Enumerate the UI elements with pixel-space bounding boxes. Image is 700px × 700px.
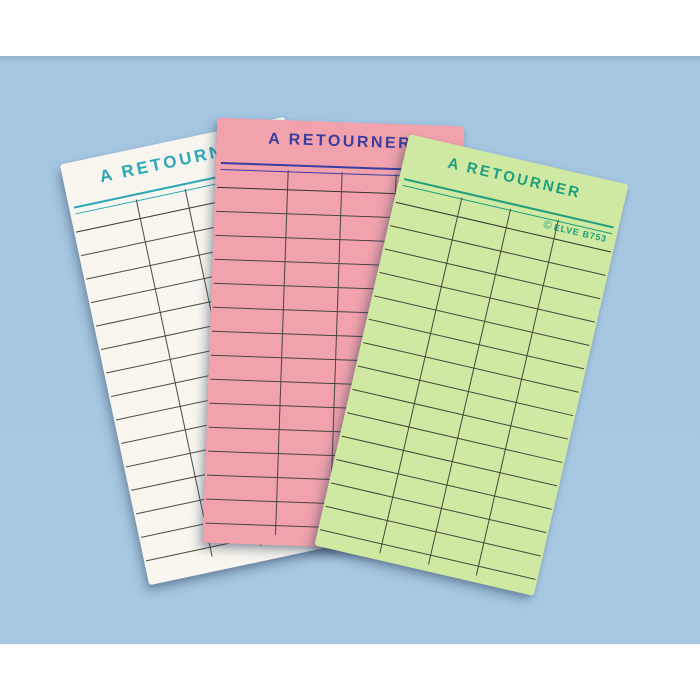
grid-row-line: [330, 482, 547, 534]
grid-row-line: [352, 388, 568, 440]
grid-row-line: [325, 505, 541, 557]
grid-row-line: [379, 271, 595, 323]
grid-row-line: [390, 225, 606, 276]
product-photo: A RETOURNER A RETOURNER A RETOURNER © EL…: [0, 56, 700, 644]
grid-row-line: [336, 459, 552, 510]
grid-row-line: [368, 318, 585, 370]
grid-row-line: [319, 529, 536, 580]
grid-row-line: [384, 248, 601, 300]
letterbox-bottom: [0, 644, 700, 700]
grid-column-line: [274, 170, 289, 536]
grid-row-line: [341, 435, 558, 487]
grid-row-line: [373, 295, 590, 347]
letterbox-top: [0, 0, 700, 56]
grid-column-line: [135, 199, 213, 557]
grid-row-line: [363, 342, 579, 393]
grid-row-line: [346, 412, 563, 463]
grid-row-line: [395, 201, 612, 253]
grid-row-line: [357, 365, 574, 417]
